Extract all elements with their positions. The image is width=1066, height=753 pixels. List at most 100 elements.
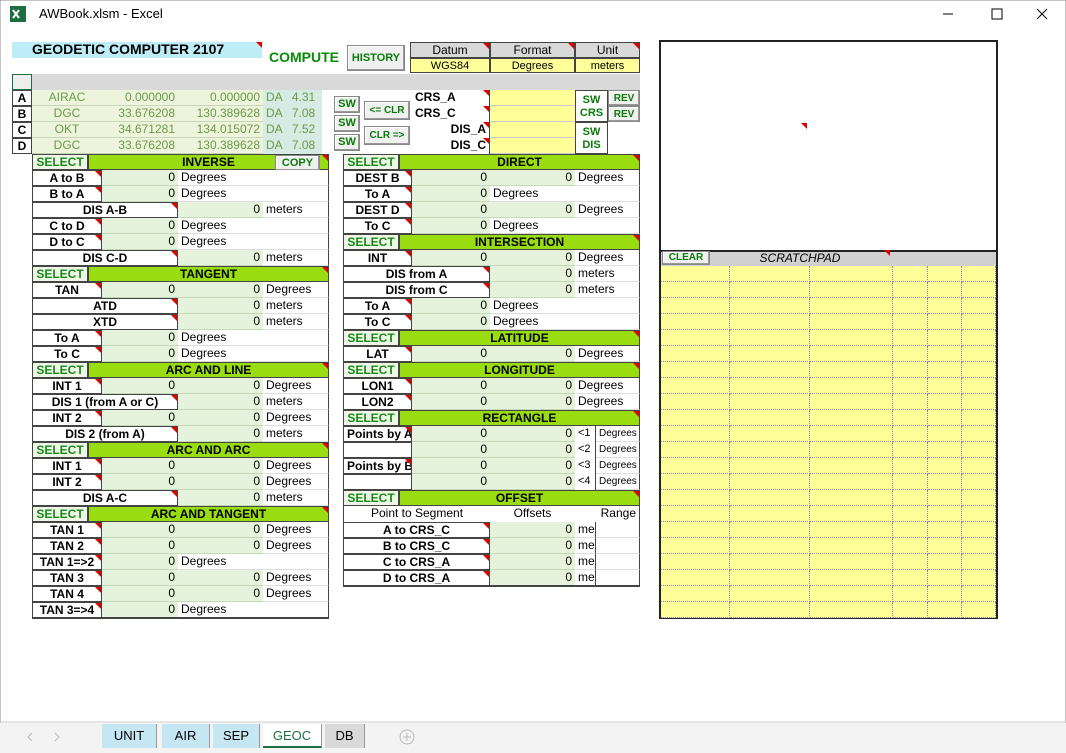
- value-cell[interactable]: 0: [490, 538, 575, 554]
- clear-left-button[interactable]: <= CLR: [364, 101, 410, 120]
- scratchpad-cell[interactable]: [962, 570, 996, 586]
- scratchpad-cell[interactable]: [810, 298, 893, 314]
- scratchpad-cell[interactable]: [730, 586, 810, 602]
- scratchpad-cell[interactable]: [661, 586, 730, 602]
- point-name[interactable]: DGC: [32, 138, 102, 154]
- value-cell[interactable]: 0: [178, 314, 263, 330]
- value-cell[interactable]: 0: [490, 554, 575, 570]
- scratchpad-cell[interactable]: [730, 522, 810, 538]
- course-field-value[interactable]: [490, 106, 575, 122]
- scratchpad-cell[interactable]: [962, 282, 996, 298]
- value-cell[interactable]: 0: [412, 250, 490, 266]
- value-cell[interactable]: 0: [412, 346, 490, 362]
- scratchpad-cell[interactable]: [928, 330, 962, 346]
- scratchpad-cell[interactable]: [928, 554, 962, 570]
- select-button[interactable]: SELECT: [343, 154, 399, 170]
- value-cell[interactable]: 0: [102, 378, 178, 394]
- scratchpad-cell[interactable]: [893, 330, 928, 346]
- value-cell[interactable]: 0: [490, 474, 575, 490]
- scratchpad-cell[interactable]: [661, 426, 730, 442]
- scratchpad-cell[interactable]: [962, 506, 996, 522]
- scratchpad-cell[interactable]: [730, 602, 810, 618]
- select-button[interactable]: SELECT: [343, 410, 399, 426]
- scratchpad-cell[interactable]: [810, 378, 893, 394]
- point-name[interactable]: OKT: [32, 122, 102, 138]
- add-sheet[interactable]: [399, 729, 415, 745]
- scratchpad-cell[interactable]: [928, 490, 962, 506]
- scratchpad-cell[interactable]: [928, 538, 962, 554]
- value-cell[interactable]: 0: [412, 298, 490, 314]
- range-cell[interactable]: [596, 570, 640, 586]
- value-cell[interactable]: 0: [178, 298, 263, 314]
- compute-button[interactable]: COMPUTE: [269, 49, 339, 65]
- value-cell[interactable]: 0: [412, 186, 490, 202]
- scratchpad-cell[interactable]: [730, 266, 810, 282]
- value-cell[interactable]: 0: [178, 250, 263, 266]
- scratchpad-cell[interactable]: [893, 266, 928, 282]
- scratchpad-cell[interactable]: [730, 378, 810, 394]
- scratchpad-cell[interactable]: [893, 442, 928, 458]
- value-cell[interactable]: 0: [102, 186, 178, 202]
- value-cell[interactable]: 0: [412, 378, 490, 394]
- value-cell[interactable]: 0: [490, 394, 575, 410]
- scratchpad-cell[interactable]: [810, 346, 893, 362]
- scratchpad-cell[interactable]: [893, 298, 928, 314]
- scratchpad-cell[interactable]: [661, 330, 730, 346]
- select-button[interactable]: SELECT: [32, 154, 88, 170]
- scratchpad-cell[interactable]: [928, 346, 962, 362]
- scratchpad-cell[interactable]: [928, 458, 962, 474]
- scratchpad-cell[interactable]: [962, 394, 996, 410]
- value-cell[interactable]: 0: [490, 250, 575, 266]
- point-lat[interactable]: 34.671281: [102, 122, 178, 138]
- scratchpad-cell[interactable]: [962, 410, 996, 426]
- scratchpad-cell[interactable]: [730, 570, 810, 586]
- value-cell[interactable]: 0: [490, 458, 575, 474]
- value-cell[interactable]: 0: [102, 474, 178, 490]
- scratchpad-cell[interactable]: [962, 490, 996, 506]
- scratchpad-cell[interactable]: [661, 474, 730, 490]
- value-cell[interactable]: 0: [178, 570, 263, 586]
- scratchpad-cell[interactable]: [810, 410, 893, 426]
- scratchpad-cell[interactable]: [730, 330, 810, 346]
- value-cell[interactable]: 0: [178, 282, 263, 298]
- value-cell[interactable]: 0: [178, 426, 263, 442]
- scratchpad-cell[interactable]: [661, 458, 730, 474]
- scratchpad-cell[interactable]: [962, 554, 996, 570]
- select-button[interactable]: SELECT: [32, 506, 88, 522]
- scratchpad-cell[interactable]: [962, 426, 996, 442]
- scratchpad-cell[interactable]: [928, 378, 962, 394]
- scratchpad-cell[interactable]: [661, 570, 730, 586]
- scratchpad-cell[interactable]: [810, 490, 893, 506]
- setting-value[interactable]: WGS84: [410, 58, 490, 73]
- sw-button[interactable]: SW: [334, 96, 360, 113]
- scratchpad-cell[interactable]: [893, 586, 928, 602]
- range-cell[interactable]: [596, 538, 640, 554]
- scratchpad-cell[interactable]: [962, 330, 996, 346]
- value-cell[interactable]: 0: [412, 218, 490, 234]
- scratchpad-cell[interactable]: [928, 314, 962, 330]
- scratchpad-cell[interactable]: [661, 490, 730, 506]
- value-cell[interactable]: 0: [490, 266, 575, 282]
- scratchpad-cell[interactable]: [730, 362, 810, 378]
- point-da[interactable]: 4.31: [285, 90, 322, 106]
- value-cell[interactable]: 0: [178, 522, 263, 538]
- scratchpad-cell[interactable]: [730, 298, 810, 314]
- scratchpad-cell[interactable]: [730, 282, 810, 298]
- scratchpad-cell[interactable]: [810, 330, 893, 346]
- close-button[interactable]: [1036, 8, 1048, 20]
- range-cell[interactable]: [596, 554, 640, 570]
- scratchpad-cell[interactable]: [893, 314, 928, 330]
- value-cell[interactable]: 0: [102, 218, 178, 234]
- scratchpad-cell[interactable]: [810, 458, 893, 474]
- scratchpad-cell[interactable]: [661, 378, 730, 394]
- scratchpad-cell[interactable]: [661, 394, 730, 410]
- scratchpad-cell[interactable]: [962, 522, 996, 538]
- scratchpad-cell[interactable]: [810, 394, 893, 410]
- value-cell[interactable]: 0: [102, 570, 178, 586]
- sw-crs-button[interactable]: SW CRS: [575, 90, 608, 122]
- scratchpad-cell[interactable]: [810, 522, 893, 538]
- sheet-tab[interactable]: DB: [325, 724, 365, 748]
- select-button[interactable]: SELECT: [32, 362, 88, 378]
- maximize-button[interactable]: [991, 8, 1003, 20]
- point-lon[interactable]: 0.000000: [178, 90, 263, 106]
